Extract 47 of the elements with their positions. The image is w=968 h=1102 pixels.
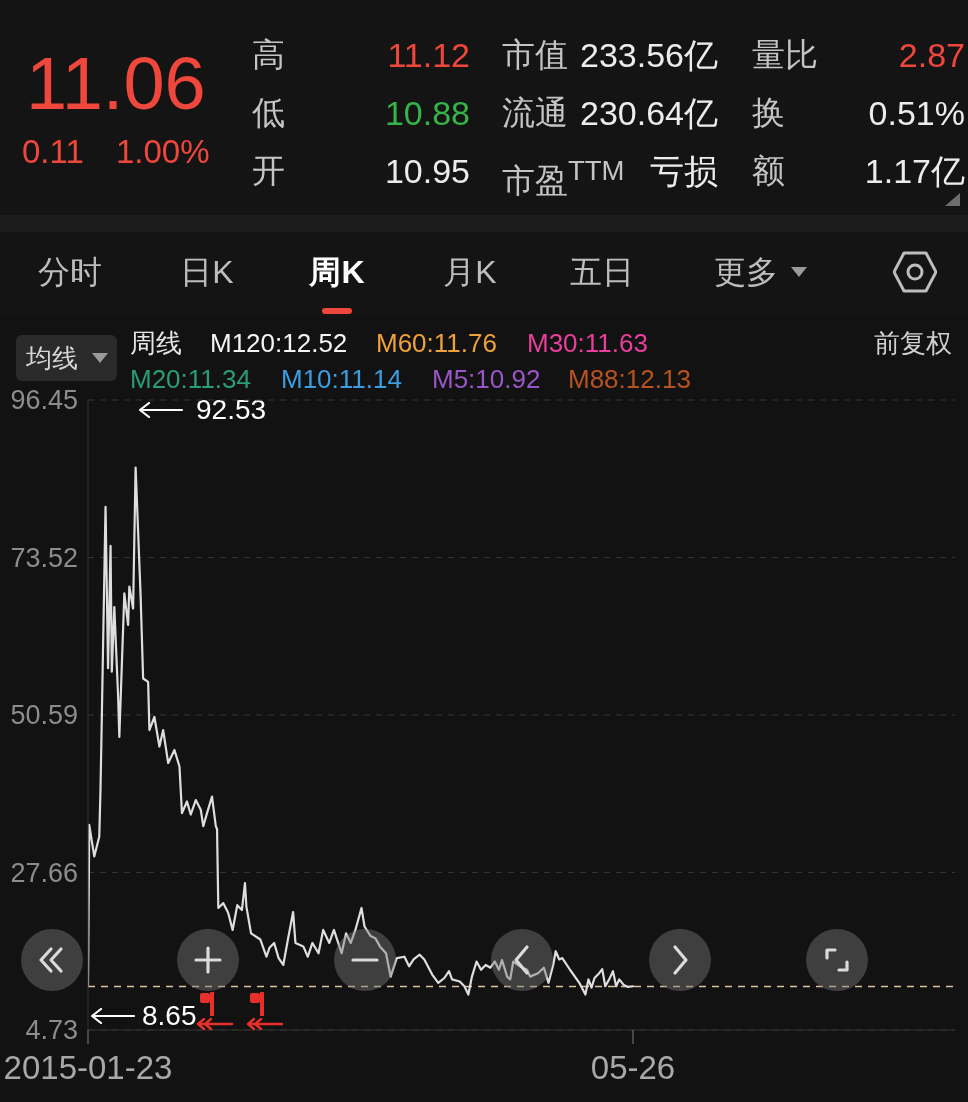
text: M88:12.13	[568, 363, 691, 396]
y-tick-label: 4.73	[25, 1015, 78, 1045]
text: M10:11.14	[281, 363, 402, 396]
text: 周线	[130, 327, 182, 360]
text: 市盈$^{TTM}$	[502, 154, 625, 201]
text: 2.87	[898, 35, 965, 76]
text: 更多	[714, 253, 778, 292]
text: 11.12	[387, 35, 470, 76]
text: M5:10.92	[432, 363, 541, 396]
line-series	[88, 466, 635, 996]
y-tick-label: 73.52	[10, 542, 78, 573]
text: 前复权	[874, 327, 952, 360]
x-tick-label: 05-26	[590, 1048, 676, 1086]
y-tick-label: 50.59	[10, 700, 78, 730]
text: 高	[252, 35, 285, 75]
text: 市值	[502, 35, 568, 75]
text: 1.17亿	[864, 151, 965, 192]
text: 10.88	[384, 93, 470, 134]
text: 周K	[309, 253, 365, 292]
text: M30:11.63	[527, 327, 648, 360]
text: 开	[252, 151, 285, 191]
text: M120:12.52	[210, 327, 348, 360]
text: M60:11.76	[376, 327, 497, 360]
text: 0.51%	[868, 93, 965, 134]
text: 日K	[180, 253, 234, 292]
text: 亏损	[650, 151, 718, 192]
text: 233.56亿	[580, 35, 718, 76]
text: 量比	[752, 35, 818, 75]
text: 五日	[570, 253, 634, 292]
text: 11.06	[26, 42, 206, 126]
annotation: 8.65	[142, 999, 197, 1033]
x-tick-label: 2015-01-23	[3, 1048, 173, 1086]
text: 1.00%	[116, 132, 210, 172]
text: 分时	[38, 253, 102, 292]
annotation: 92.53	[196, 393, 267, 427]
text: M20:11.34	[130, 363, 251, 396]
text: 低	[252, 93, 285, 133]
text: 0.11	[22, 132, 84, 172]
text: 230.64亿	[580, 93, 718, 134]
y-tick-label: 27.66	[10, 857, 78, 888]
text: 月K	[443, 253, 497, 292]
text: 均线	[26, 342, 78, 375]
text: 换	[752, 93, 785, 133]
text: 10.95	[384, 151, 470, 192]
text: 流通	[502, 93, 568, 133]
text: 额	[752, 151, 785, 191]
y-tick-label: 96.45	[10, 385, 78, 415]
